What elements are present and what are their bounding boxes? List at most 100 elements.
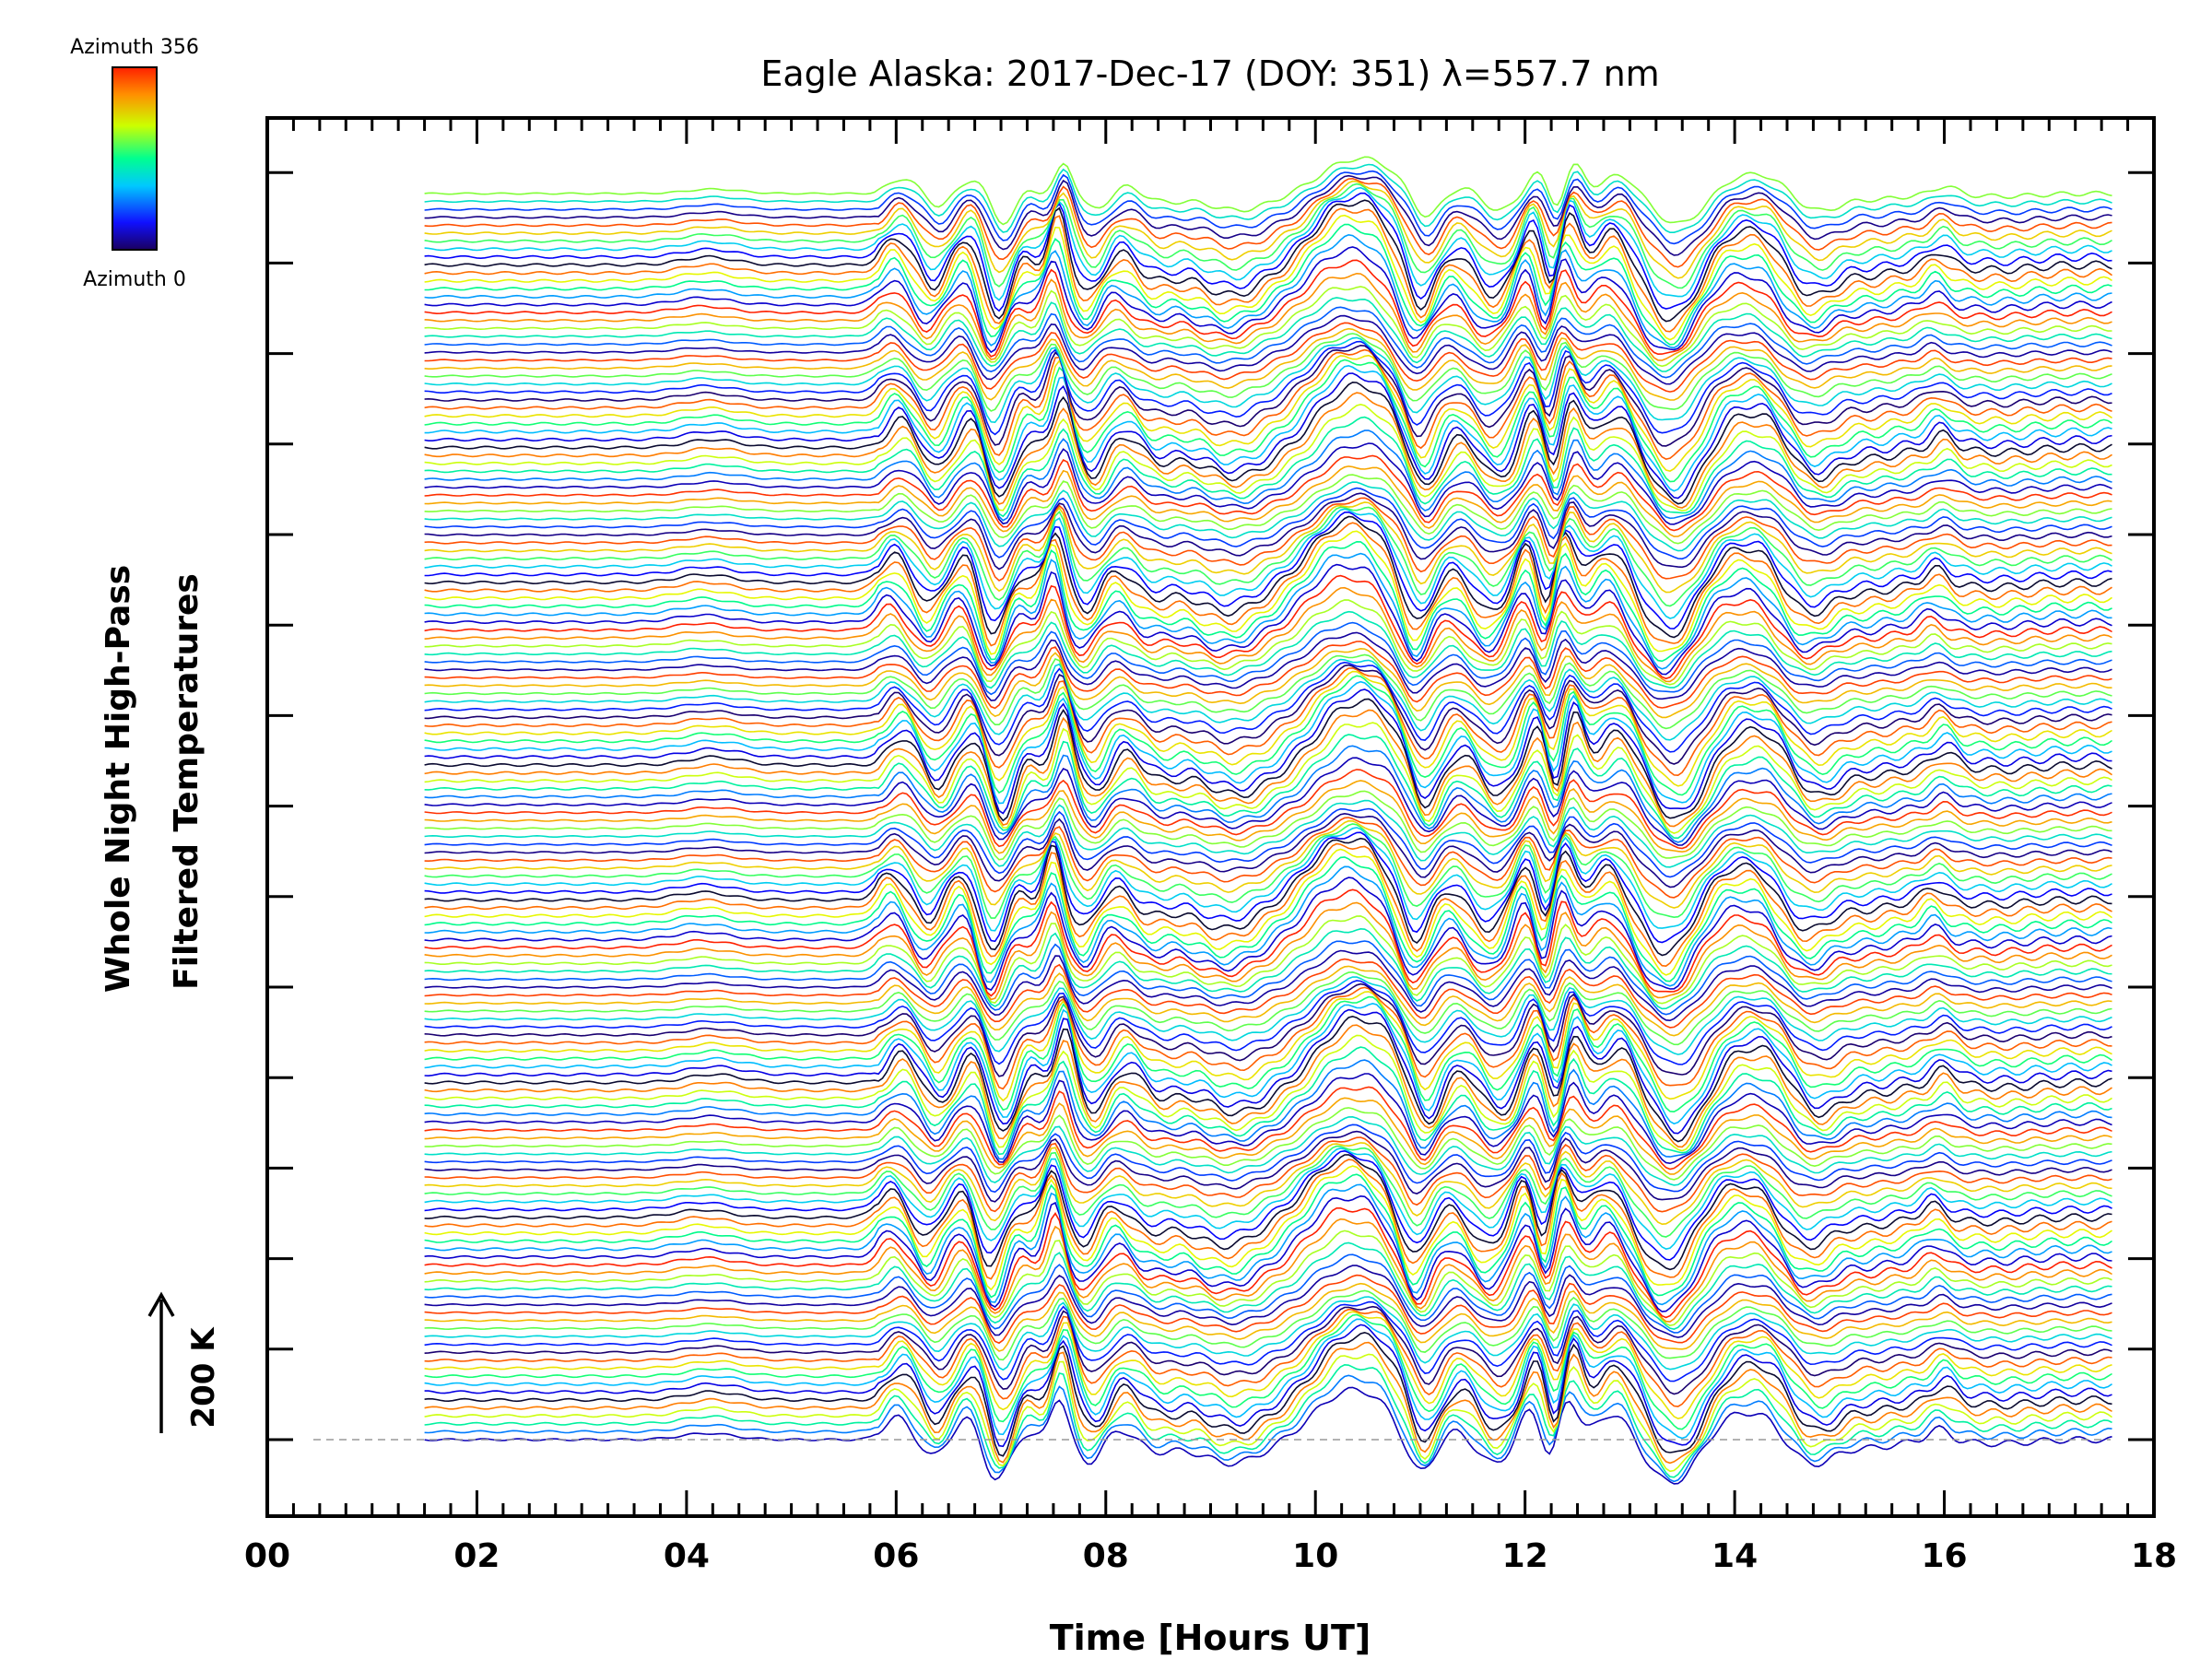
temperature-trace xyxy=(424,675,2112,796)
temperature-trace xyxy=(424,511,2112,629)
temperature-trace xyxy=(424,563,2112,676)
temperature-trace xyxy=(424,333,2112,412)
temperature-trace xyxy=(424,653,2112,730)
temperature-trace xyxy=(424,416,2112,518)
temperature-trace xyxy=(424,599,2112,686)
temperature-trace xyxy=(424,949,2112,1022)
temperature-trace xyxy=(424,259,2112,358)
temperature-trace xyxy=(424,915,2112,1005)
temperature-trace xyxy=(424,709,2112,828)
temperature-trace xyxy=(424,214,2112,341)
temperature-trace xyxy=(424,1154,2112,1271)
temperature-trace xyxy=(424,940,2112,1016)
temperature-trace xyxy=(424,1331,2112,1457)
temperature-trace xyxy=(424,1341,2112,1465)
temperature-trace xyxy=(424,314,2112,385)
temperature-trace xyxy=(424,1024,2112,1148)
chart-title: Eagle Alaska: 2017-Dec-17 (DOY: 351) λ=5… xyxy=(760,53,1659,94)
temperature-trace xyxy=(424,1253,2112,1334)
temperature-trace xyxy=(424,192,2112,312)
temperature-trace xyxy=(424,1130,2112,1203)
temperature-trace xyxy=(424,827,2112,932)
temperature-trace xyxy=(424,965,2112,1037)
temperature-trace xyxy=(424,552,2112,670)
temperature-trace xyxy=(424,901,2112,1001)
temperature-trace xyxy=(424,340,2112,436)
temperature-trace xyxy=(424,1059,2112,1160)
temperature-trace xyxy=(424,508,2112,619)
temperature-trace xyxy=(424,465,2112,537)
temperature-trace xyxy=(424,586,2112,683)
temperature-trace xyxy=(424,837,2112,957)
temperature-trace xyxy=(424,995,2112,1113)
temperature-trace xyxy=(424,1296,2112,1371)
temperature-trace xyxy=(424,442,2112,525)
temperature-trace xyxy=(424,481,2112,552)
y-axis-label-line2: Filtered Temperatures xyxy=(168,573,206,990)
temperature-trace xyxy=(424,364,2112,492)
temperature-trace xyxy=(424,1289,2112,1361)
x-tick-labels: 00 02 04 06 08 10 12 14 16 18 xyxy=(244,1537,2177,1575)
temperature-trace xyxy=(424,297,2112,372)
temperature-trace xyxy=(424,823,2112,919)
temperature-trace xyxy=(424,1194,2112,1312)
temperature-trace xyxy=(424,877,2112,992)
temperature-trace xyxy=(424,1386,2112,1485)
temperature-trace xyxy=(424,1147,2112,1250)
temperature-trace xyxy=(424,958,2112,1029)
temperature-trace xyxy=(424,1313,2112,1430)
temperature-trace xyxy=(424,1142,2112,1226)
temperature-trace xyxy=(424,1300,2112,1382)
temperature-trace xyxy=(424,1073,2112,1165)
temperature-trace xyxy=(424,1145,2112,1238)
temperature-trace xyxy=(424,233,2112,349)
temperature-trace xyxy=(424,182,2112,289)
temperature-trace xyxy=(424,722,2112,834)
temperature-trace xyxy=(424,306,2112,379)
temperature-trace xyxy=(424,392,2112,509)
temperature-trace xyxy=(424,429,2112,522)
temperature-trace xyxy=(424,272,2112,361)
temperature-trace xyxy=(424,540,2112,663)
temperature-trace xyxy=(424,1353,2112,1473)
temperature-trace xyxy=(424,647,2112,719)
temperature-trace xyxy=(424,680,2112,805)
colorbar-bottom-label: Azimuth 0 xyxy=(83,268,186,291)
temperature-trace xyxy=(424,359,2112,483)
temperature-trace xyxy=(424,688,2112,815)
temperature-trace xyxy=(424,888,2112,997)
temperature-trace xyxy=(424,1097,2112,1175)
temperature-trace xyxy=(424,199,2112,323)
temperature-trace xyxy=(424,1086,2112,1171)
temperature-trace xyxy=(424,991,2112,1102)
temperature-trace xyxy=(424,246,2112,354)
x-tick-label: 04 xyxy=(664,1537,710,1575)
temperature-trace xyxy=(424,1046,2112,1156)
temperature-trace xyxy=(424,1241,2112,1330)
temperature-trace xyxy=(424,831,2112,944)
x-tick-label: 00 xyxy=(244,1537,290,1575)
colorbar-top-label: Azimuth 356 xyxy=(70,36,199,59)
temperature-trace xyxy=(424,336,2112,424)
temperature-trace xyxy=(424,186,2112,301)
temperature-trace xyxy=(424,1374,2112,1483)
x-tick-label: 02 xyxy=(453,1537,500,1575)
y-axis-label-line1: Whole Night High-Pass xyxy=(100,565,137,993)
temperature-trace xyxy=(424,487,2112,560)
temperature-trace xyxy=(424,757,2112,846)
temperature-trace xyxy=(424,1274,2112,1345)
temperature-trace xyxy=(424,817,2112,899)
temperature-trace xyxy=(424,1107,2112,1181)
temperature-trace xyxy=(424,156,2112,226)
temperature-trace xyxy=(424,1265,2112,1338)
temperature-trace xyxy=(424,698,2112,822)
temperature-trace xyxy=(424,734,2112,840)
axis-ticks xyxy=(265,118,2156,1516)
temperature-trace xyxy=(424,354,2112,472)
temperature-trace xyxy=(424,454,2112,532)
temperature-trace xyxy=(424,1207,2112,1319)
temperature-trace xyxy=(424,1149,2112,1261)
temperature-trace xyxy=(424,670,2112,787)
temperature-trace xyxy=(424,856,2112,982)
temperature-trace xyxy=(424,980,2112,1065)
